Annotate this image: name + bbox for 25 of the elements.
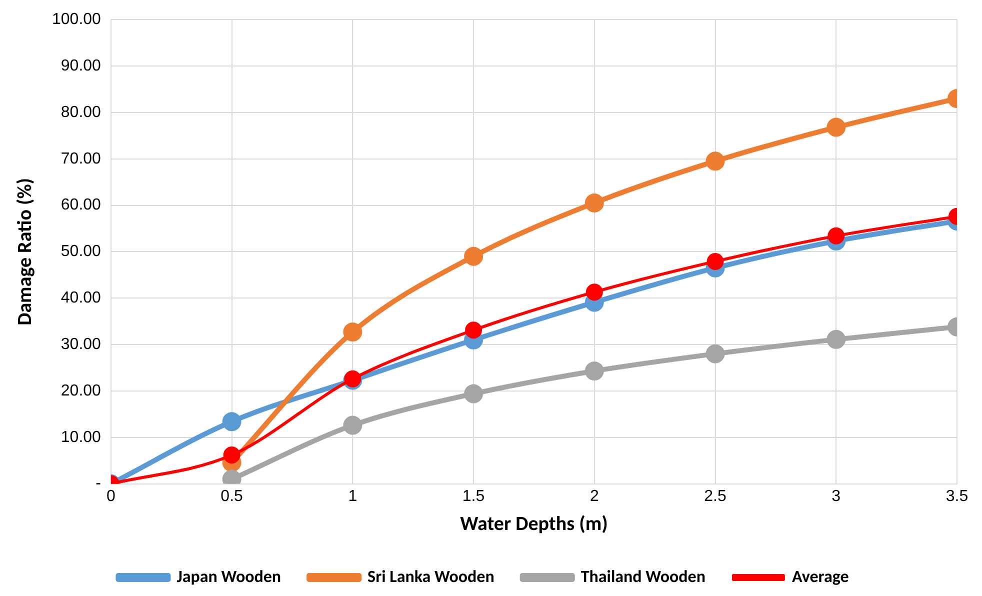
y-tick-label: 40.00: [60, 290, 102, 307]
x-tick-label: 3.5: [946, 488, 968, 505]
legend-label: Thailand Wooden: [580, 566, 706, 587]
y-tick-label: 50.00: [60, 243, 102, 260]
legend-label: Sri Lanka Wooden: [368, 566, 494, 587]
x-tick-label: 3: [832, 488, 841, 505]
x-tick-label: 0: [106, 488, 116, 505]
y-tick-label: -: [96, 475, 101, 492]
legend-label: Japan Wooden: [176, 566, 282, 587]
x-tick-label: 0.5: [220, 488, 244, 505]
x-tick-label: 2: [590, 488, 599, 505]
x-axis-title: Water Depths (m): [460, 512, 608, 536]
x-tick-label: 1.5: [462, 488, 485, 505]
y-tick-label: 10.00: [60, 428, 102, 446]
y-axis-title: Damage Ratio (%): [13, 178, 37, 326]
legend-label: Average: [792, 566, 850, 587]
y-tick-label: 70.00: [60, 150, 102, 168]
y-tick-label: 30.00: [60, 336, 102, 353]
x-tick-label: 2.5: [704, 488, 726, 505]
y-tick-label: 80.00: [60, 104, 102, 121]
x-tick-label: 1: [348, 488, 358, 505]
y-tick-label: 90.00: [60, 57, 102, 74]
y-tick-label: 60.00: [60, 196, 102, 214]
y-tick-label: 20.00: [60, 382, 102, 400]
y-tick-label: 100.00: [52, 11, 102, 28]
